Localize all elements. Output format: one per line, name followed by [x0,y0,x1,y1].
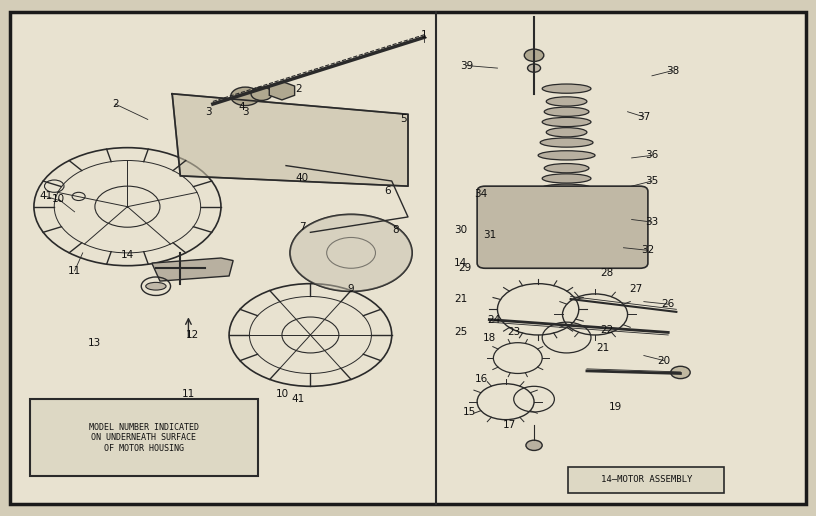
Text: 11: 11 [182,389,195,399]
Text: 1: 1 [421,30,428,40]
FancyBboxPatch shape [477,186,648,268]
Text: 16: 16 [475,374,488,383]
Text: 10: 10 [51,194,65,204]
Text: 19: 19 [609,402,622,412]
Circle shape [526,440,542,450]
Text: 2: 2 [112,99,118,109]
Circle shape [671,366,690,379]
Text: 20: 20 [658,356,671,366]
Text: 29: 29 [459,263,472,273]
Ellipse shape [542,174,591,183]
Text: 25: 25 [455,328,468,337]
Circle shape [527,64,540,72]
Text: 33: 33 [645,217,659,227]
Polygon shape [152,258,233,281]
Text: 5: 5 [401,115,407,124]
Text: 2: 2 [295,84,302,93]
Text: MODEL NUMBER INDICATED
ON UNDERNEATH SURFACE
OF MOTOR HOUSING: MODEL NUMBER INDICATED ON UNDERNEATH SUR… [89,423,199,453]
Ellipse shape [146,282,166,290]
Text: 28: 28 [601,268,614,279]
Text: 9: 9 [348,284,354,294]
Ellipse shape [540,184,593,194]
Text: 11: 11 [68,266,82,276]
Text: 15: 15 [463,407,476,417]
Text: 4: 4 [238,102,245,111]
Circle shape [290,214,412,292]
Text: 31: 31 [483,230,496,240]
Ellipse shape [544,107,589,116]
Text: 30: 30 [455,225,468,235]
Text: 36: 36 [645,150,659,160]
Text: 21: 21 [455,294,468,304]
FancyBboxPatch shape [10,12,806,504]
Text: 40: 40 [295,173,308,184]
Text: 34: 34 [475,189,488,199]
Circle shape [231,87,260,106]
Text: 18: 18 [483,332,496,343]
Text: 14—MOTOR ASSEMBLY: 14—MOTOR ASSEMBLY [601,475,692,484]
Circle shape [525,49,543,61]
Text: 32: 32 [641,245,654,255]
Text: 12: 12 [186,330,199,340]
Text: 39: 39 [460,60,473,71]
FancyBboxPatch shape [30,399,258,476]
FancyBboxPatch shape [568,467,724,493]
Text: 17: 17 [503,420,517,430]
Text: 26: 26 [662,299,675,309]
Ellipse shape [538,151,595,160]
Text: 14: 14 [121,250,134,261]
Text: 13: 13 [88,337,101,348]
Text: 10: 10 [275,389,289,399]
Text: 6: 6 [384,186,391,196]
Ellipse shape [542,117,591,126]
Text: 14: 14 [455,258,468,268]
Ellipse shape [542,84,591,93]
Text: 38: 38 [666,66,679,76]
Ellipse shape [544,164,589,173]
Text: 35: 35 [645,176,659,186]
Text: 24: 24 [487,315,500,325]
Text: 27: 27 [629,284,642,294]
Ellipse shape [546,127,587,137]
Text: 3: 3 [206,107,212,117]
Text: 37: 37 [637,112,650,122]
Text: 41: 41 [291,394,305,404]
Text: 3: 3 [242,107,249,117]
Text: 23: 23 [507,328,521,337]
Ellipse shape [540,138,593,147]
Ellipse shape [546,97,587,106]
Circle shape [251,87,273,101]
Text: 41: 41 [39,191,53,201]
Text: 7: 7 [299,222,306,232]
Text: 22: 22 [601,325,614,335]
Polygon shape [269,82,295,100]
Polygon shape [172,94,408,186]
Text: 8: 8 [392,225,399,235]
Text: 21: 21 [596,343,610,353]
